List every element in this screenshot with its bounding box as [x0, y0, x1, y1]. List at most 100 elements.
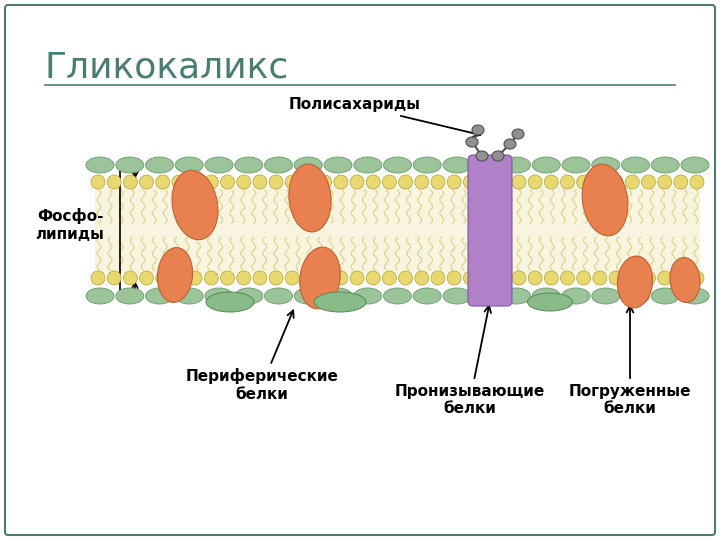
- Ellipse shape: [264, 288, 292, 304]
- Ellipse shape: [172, 271, 186, 285]
- Ellipse shape: [476, 151, 488, 161]
- Ellipse shape: [350, 175, 364, 189]
- Text: Полисахариды: Полисахариды: [289, 98, 480, 137]
- Text: Периферические
белки: Периферические белки: [186, 310, 338, 402]
- Ellipse shape: [443, 157, 471, 173]
- Ellipse shape: [532, 157, 560, 173]
- Ellipse shape: [116, 288, 144, 304]
- Ellipse shape: [172, 175, 186, 189]
- Ellipse shape: [318, 271, 332, 285]
- Ellipse shape: [91, 271, 105, 285]
- Ellipse shape: [642, 271, 655, 285]
- Ellipse shape: [175, 157, 203, 173]
- Ellipse shape: [205, 288, 233, 304]
- Ellipse shape: [503, 157, 531, 173]
- Ellipse shape: [220, 271, 235, 285]
- Ellipse shape: [334, 271, 348, 285]
- Ellipse shape: [593, 175, 607, 189]
- Ellipse shape: [237, 271, 251, 285]
- Ellipse shape: [399, 271, 413, 285]
- Ellipse shape: [366, 175, 380, 189]
- Ellipse shape: [324, 288, 352, 304]
- Ellipse shape: [528, 271, 542, 285]
- Ellipse shape: [681, 157, 709, 173]
- Ellipse shape: [269, 271, 283, 285]
- Ellipse shape: [350, 271, 364, 285]
- Ellipse shape: [473, 288, 500, 304]
- Ellipse shape: [235, 288, 263, 304]
- Ellipse shape: [528, 293, 572, 311]
- Ellipse shape: [464, 175, 477, 189]
- Ellipse shape: [504, 139, 516, 149]
- Ellipse shape: [399, 175, 413, 189]
- Ellipse shape: [300, 247, 341, 309]
- Ellipse shape: [577, 175, 590, 189]
- Ellipse shape: [205, 157, 233, 173]
- Ellipse shape: [480, 175, 493, 189]
- Ellipse shape: [447, 271, 462, 285]
- Ellipse shape: [253, 271, 267, 285]
- Ellipse shape: [334, 175, 348, 189]
- Ellipse shape: [532, 288, 560, 304]
- Ellipse shape: [415, 271, 429, 285]
- Ellipse shape: [674, 175, 688, 189]
- Ellipse shape: [562, 288, 590, 304]
- Ellipse shape: [464, 271, 477, 285]
- Ellipse shape: [621, 157, 649, 173]
- Ellipse shape: [354, 157, 382, 173]
- Ellipse shape: [618, 256, 652, 308]
- Ellipse shape: [107, 271, 121, 285]
- Text: Фосфо-
липиды: Фосфо- липиды: [35, 208, 104, 242]
- Ellipse shape: [204, 175, 218, 189]
- Ellipse shape: [123, 175, 138, 189]
- Ellipse shape: [285, 271, 300, 285]
- Ellipse shape: [496, 175, 510, 189]
- Ellipse shape: [472, 125, 484, 135]
- Ellipse shape: [592, 157, 620, 173]
- Ellipse shape: [235, 157, 263, 173]
- Ellipse shape: [384, 288, 412, 304]
- Ellipse shape: [145, 288, 174, 304]
- Text: Погруженные
белки: Погруженные белки: [569, 306, 691, 416]
- Ellipse shape: [91, 175, 105, 189]
- Ellipse shape: [107, 175, 121, 189]
- Ellipse shape: [492, 151, 504, 161]
- Ellipse shape: [528, 175, 542, 189]
- Ellipse shape: [415, 175, 429, 189]
- Ellipse shape: [140, 175, 153, 189]
- Ellipse shape: [593, 271, 607, 285]
- Ellipse shape: [156, 175, 170, 189]
- Ellipse shape: [609, 175, 623, 189]
- Ellipse shape: [562, 157, 590, 173]
- Text: Гликокаликс: Гликокаликс: [45, 50, 289, 84]
- Ellipse shape: [466, 137, 478, 147]
- Ellipse shape: [382, 271, 397, 285]
- Ellipse shape: [188, 175, 202, 189]
- FancyBboxPatch shape: [468, 155, 512, 306]
- Ellipse shape: [674, 271, 688, 285]
- Ellipse shape: [431, 175, 445, 189]
- Ellipse shape: [384, 157, 412, 173]
- Ellipse shape: [657, 175, 672, 189]
- Ellipse shape: [188, 271, 202, 285]
- Ellipse shape: [237, 175, 251, 189]
- Ellipse shape: [503, 288, 531, 304]
- Ellipse shape: [512, 129, 524, 139]
- Ellipse shape: [431, 271, 445, 285]
- Ellipse shape: [140, 271, 153, 285]
- Ellipse shape: [625, 271, 639, 285]
- Ellipse shape: [220, 175, 235, 189]
- Ellipse shape: [145, 157, 174, 173]
- Ellipse shape: [123, 271, 138, 285]
- Ellipse shape: [443, 288, 471, 304]
- Ellipse shape: [302, 271, 315, 285]
- Ellipse shape: [670, 258, 700, 302]
- Ellipse shape: [496, 271, 510, 285]
- Ellipse shape: [264, 157, 292, 173]
- Ellipse shape: [642, 175, 655, 189]
- Ellipse shape: [544, 271, 558, 285]
- Ellipse shape: [156, 271, 170, 285]
- Ellipse shape: [324, 157, 352, 173]
- Ellipse shape: [473, 157, 500, 173]
- Ellipse shape: [413, 157, 441, 173]
